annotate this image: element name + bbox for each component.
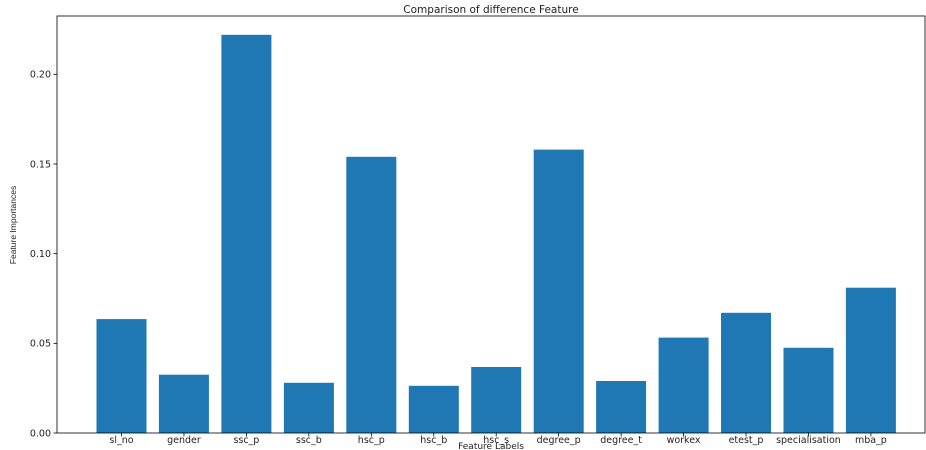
x-tick-label: hsc_s bbox=[483, 435, 509, 446]
x-tick-label: mba_p bbox=[855, 435, 887, 446]
x-tick-label: ssc_p bbox=[233, 435, 259, 446]
y-ticks-group: 0.00 0.05 0.10 0.15 0.20 bbox=[30, 70, 57, 439]
x-tick-label: hsc_p bbox=[358, 435, 385, 446]
y-tick-label: 0.15 bbox=[30, 159, 51, 170]
bars-group bbox=[96, 34, 896, 434]
bar-gender bbox=[158, 374, 209, 433]
bar-degree_t bbox=[596, 381, 647, 433]
bar-hsc_p bbox=[346, 156, 397, 434]
x-tick-label: sl_no bbox=[109, 435, 133, 446]
bar-etest_p bbox=[721, 312, 771, 433]
x-axis-label: Feature Labels bbox=[458, 442, 524, 450]
chart-title: Comparison of difference Feature bbox=[403, 4, 578, 16]
x-tick-label: gender bbox=[167, 435, 201, 446]
bar-hsc_s bbox=[471, 367, 522, 433]
bar-hsc_b bbox=[408, 385, 459, 433]
x-tick-label: workex bbox=[667, 435, 701, 446]
plot-frame bbox=[56, 15, 926, 434]
bar-workex bbox=[658, 337, 709, 433]
bar-specialisation bbox=[783, 347, 834, 433]
bar-sl_no bbox=[96, 319, 147, 433]
x-tick-label: degree_t bbox=[600, 435, 642, 446]
y-tick-label: 0.10 bbox=[30, 249, 51, 260]
y-axis-label: Feature Importances bbox=[8, 186, 18, 264]
x-tick-label: ssc_b bbox=[296, 435, 322, 446]
x-tick-label: etest_p bbox=[729, 435, 764, 446]
bar-mba_p bbox=[845, 287, 896, 433]
y-tick-label: 0.00 bbox=[30, 428, 51, 439]
y-tick-label: 0.05 bbox=[30, 339, 51, 350]
x-ticks-group: sl_no gender ssc_p ssc_b hsc_p hsc_b hsc_s degr… bbox=[109, 433, 887, 446]
bar-ssc_p bbox=[221, 34, 272, 434]
x-tick-label: hsc_b bbox=[420, 435, 447, 446]
bar-ssc_b bbox=[283, 382, 334, 433]
x-tick-label: degree_p bbox=[537, 435, 581, 446]
bar-degree_p bbox=[533, 149, 584, 433]
x-tick-label: specialisation bbox=[776, 435, 841, 446]
y-tick-label: 0.20 bbox=[30, 70, 51, 81]
